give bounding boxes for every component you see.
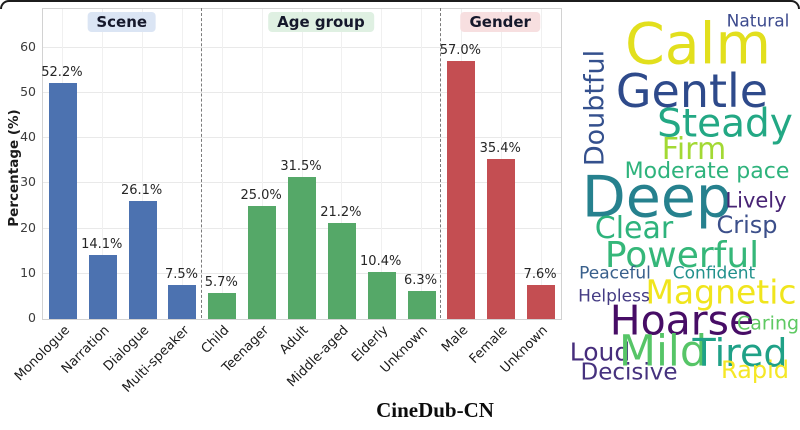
wordcloud-word-caring: Caring <box>736 312 800 335</box>
wordcloud-word-crisp: Crisp <box>716 211 778 239</box>
figure-title: CineDub-CN <box>376 398 494 422</box>
wordcloud-word-steady: Steady <box>657 101 793 147</box>
y-tick-label: 40 <box>20 129 36 145</box>
wordcloud-word-peaceful: Peaceful <box>579 263 651 284</box>
gridline-v <box>301 9 303 319</box>
bar-dialogue <box>128 201 157 319</box>
wordcloud-word-gentle: Gentle <box>615 64 769 118</box>
bar-value-label: 10.4% <box>360 254 402 269</box>
wordcloud-word-firm: Firm <box>661 132 727 167</box>
gridline-v <box>381 9 383 319</box>
y-tick-label: 30 <box>20 174 36 190</box>
wordcloud-word-calm: Calm <box>624 11 772 78</box>
bar-value-label: 31.5% <box>280 158 322 174</box>
bar-value-label: 26.1% <box>120 183 163 199</box>
wordcloud-word-clear: Clear <box>594 211 674 246</box>
wordcloud-word-decisive: Decisive <box>580 359 678 386</box>
group-chip-scene: Scene <box>87 12 157 32</box>
wordcloud-word-hoarse: Hoarse <box>609 296 755 345</box>
separator-line <box>201 8 203 318</box>
gridline-v <box>261 9 263 319</box>
y-tick-label: 10 <box>20 264 36 280</box>
gridline-v <box>221 9 223 319</box>
x-tick-label: Adult <box>277 323 312 358</box>
bar-elderly <box>367 272 396 319</box>
bar-value-label: 7.5% <box>164 267 198 283</box>
wordcloud: Natural Calm Doubtful Gentle Steady Firm Moder… <box>565 0 800 430</box>
group-chip-gender: Gender <box>460 12 540 32</box>
group-chip-age-group: Age group <box>268 12 374 32</box>
wordcloud-word-deep: Deep <box>581 164 733 231</box>
bar-monologue <box>48 83 77 319</box>
bar-value-label: 21.2% <box>320 205 362 221</box>
gridline-v <box>142 9 144 319</box>
gridline-v <box>181 9 183 319</box>
y-tick-label: 50 <box>20 84 36 100</box>
y-tick-label: 0 <box>28 310 36 325</box>
wordcloud-word-rapid: Rapid <box>721 356 789 384</box>
wordcloud-word-moderate-pace: Moderate pace <box>624 159 790 184</box>
y-axis-label: Percentage (%) <box>6 109 22 227</box>
separator-line <box>440 8 442 318</box>
gridline-v <box>540 9 542 319</box>
bar-value-label: 14.1% <box>81 237 123 253</box>
bar-narration <box>88 255 117 319</box>
y-tick-label: 20 <box>20 219 36 235</box>
wordcloud-word-powerful: Powerful <box>604 235 760 276</box>
bar-male <box>447 61 476 319</box>
x-tick-label: Child <box>198 323 232 357</box>
wordcloud-word-confident: Confident <box>672 263 756 284</box>
wordcloud-word-mild: Mild <box>618 326 708 377</box>
y-tick-label: 60 <box>20 38 36 54</box>
bar-value-label: 57.0% <box>439 43 482 59</box>
bar-value-label: 25.0% <box>240 188 282 204</box>
bar-value-label: 52.2% <box>41 65 83 81</box>
bar-adult <box>288 176 316 319</box>
wordcloud-word-loud: Loud <box>569 337 631 367</box>
bar-unknown <box>407 290 436 319</box>
x-tick-label: Monologue <box>11 323 73 385</box>
wordcloud-word-tired: Tired <box>692 331 788 375</box>
bar-value-label: 7.6% <box>523 266 557 282</box>
bar-child <box>208 293 237 319</box>
wordcloud-word-helpless: Helpless <box>578 286 650 307</box>
plot-area <box>42 8 562 320</box>
wordcloud-word-lively: Lively <box>725 188 787 213</box>
bar-value-label: 6.3% <box>404 272 438 288</box>
gridline-v <box>341 9 343 319</box>
bar-teenager <box>248 206 277 319</box>
bar-value-label: 35.4% <box>479 141 521 157</box>
x-tick-label: Male <box>438 323 471 356</box>
bar-middle-aged <box>327 223 356 319</box>
bar-value-label: 5.7% <box>204 275 238 291</box>
bar-unknown <box>527 284 556 319</box>
gridline-v <box>421 9 423 319</box>
wordcloud-word-magnetic: Magnetic <box>645 272 797 312</box>
bar-multi-speaker <box>168 285 197 319</box>
bar-female <box>487 159 516 319</box>
wordcloud-word-doubtful: Doubtful <box>579 49 611 167</box>
gridline-v <box>102 9 104 319</box>
wordcloud-word-natural: Natural <box>726 11 790 32</box>
